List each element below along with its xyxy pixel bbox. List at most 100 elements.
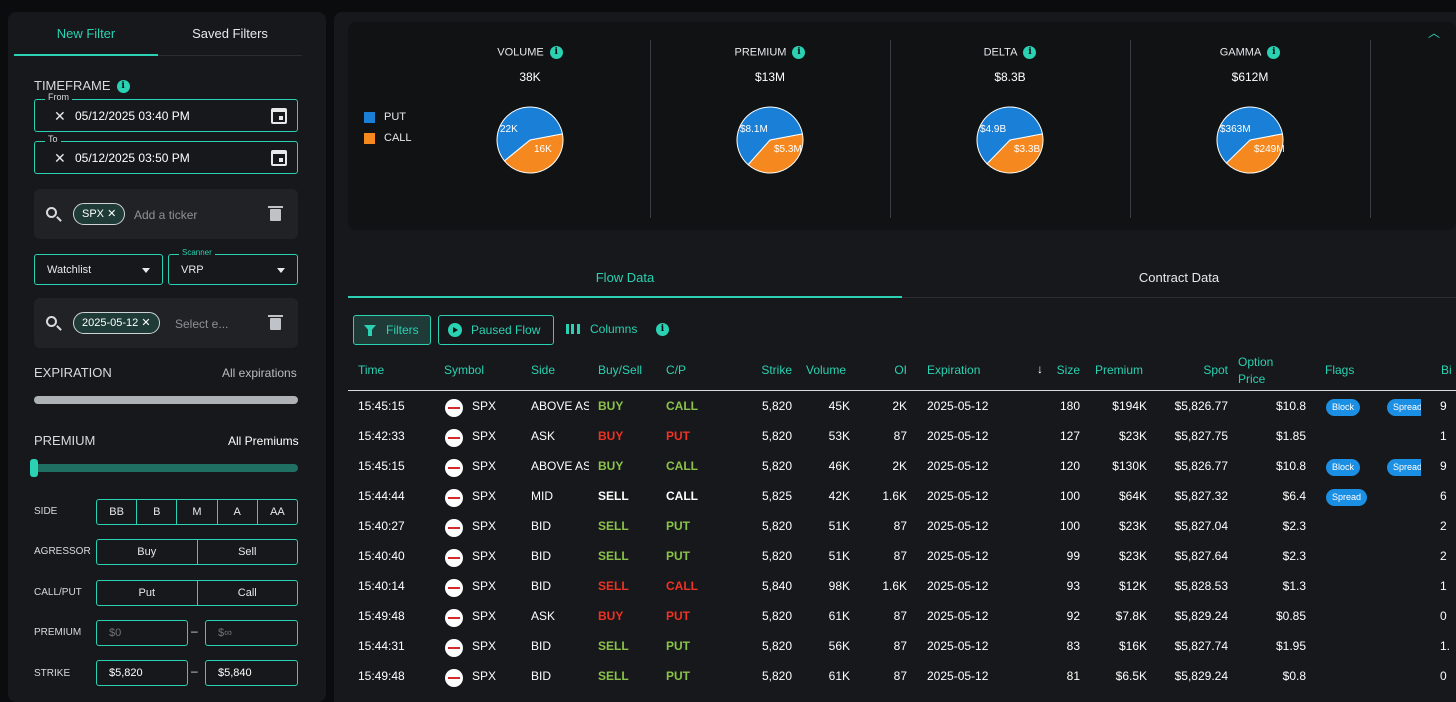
cell-time: 15:45:15 bbox=[358, 459, 405, 473]
cell-buy-sell: SELL bbox=[598, 639, 629, 653]
cell-symbol: SPX bbox=[472, 459, 497, 473]
premium-slider-handle[interactable] bbox=[30, 459, 38, 477]
column-header[interactable]: Flags bbox=[1325, 363, 1355, 377]
table-row[interactable]: 15:40:40 SPX BID SELL PUT 5,820 51K 87 2025-05-1… bbox=[348, 541, 1456, 571]
filters-label: Filters bbox=[386, 323, 419, 337]
column-header[interactable]: Spot bbox=[1203, 363, 1228, 377]
cell-symbol: SPX bbox=[472, 669, 497, 683]
filters-button[interactable]: Filters bbox=[353, 315, 431, 345]
table-row[interactable]: 15:49:48 SPX BID SELL PUT 5,820 61K 87 2025-05-1… bbox=[348, 661, 1456, 691]
table-row[interactable]: 15:40:14 SPX BID SELL CALL 5,840 98K 1.6K 2025-0… bbox=[348, 571, 1456, 601]
table-row[interactable]: 15:44:44 SPX MID SELL CALL 5,825 42K 1.6K 2025-0… bbox=[348, 481, 1456, 511]
strike-min-input[interactable]: $5,820 bbox=[96, 660, 188, 686]
side-option-m[interactable]: M bbox=[177, 500, 218, 524]
clear-icon[interactable]: ✕ bbox=[54, 108, 66, 124]
strike-max-input[interactable]: $5,840 bbox=[205, 660, 298, 686]
premium-slider[interactable] bbox=[34, 464, 298, 472]
callput-call[interactable]: Call bbox=[237, 587, 257, 599]
cell-buy-sell: BUY bbox=[598, 429, 624, 443]
tab-new-filter[interactable]: New Filter bbox=[14, 12, 158, 56]
side-option-b[interactable]: B bbox=[137, 500, 178, 524]
column-header[interactable]: Side bbox=[531, 363, 556, 377]
info-icon[interactable]: i bbox=[656, 323, 669, 336]
sort-arrow-icon[interactable]: ↓ bbox=[1037, 362, 1043, 376]
pie-label-call: $5.3M bbox=[774, 144, 802, 155]
table-row[interactable]: 15:45:15 SPX ABOVE ASK BUY CALL 5,820 46K 2K 202… bbox=[348, 451, 1456, 481]
cell-oi: 87 bbox=[893, 549, 907, 563]
column-header[interactable]: Bi bbox=[1441, 363, 1452, 377]
table-row[interactable]: 15:49:48 SPX ASK BUY PUT 5,820 61K 87 2025-05-12… bbox=[348, 601, 1456, 631]
cell-oi: 1.6K bbox=[882, 579, 907, 593]
scanner-select[interactable]: Scanner VRP bbox=[168, 248, 298, 285]
expiration-slider[interactable] bbox=[34, 396, 298, 404]
premium-max-input[interactable]: $∞ bbox=[205, 620, 298, 646]
tab-saved-filters[interactable]: Saved Filters bbox=[158, 12, 302, 56]
from-date-field[interactable]: From ✕ 05/12/2025 03:40 PM bbox=[34, 92, 298, 132]
watchlist-select[interactable]: Watchlist bbox=[34, 254, 163, 285]
info-icon[interactable]: i bbox=[116, 80, 130, 94]
premium-min-input[interactable]: $0 bbox=[96, 620, 188, 646]
expiration-label: EXPIRATION bbox=[34, 365, 112, 380]
cell-expiration: 2025-05-12 bbox=[927, 519, 989, 533]
table-row[interactable]: 15:44:31 SPX BID SELL PUT 5,820 56K 87 2025-05-1… bbox=[348, 631, 1456, 661]
divider bbox=[890, 40, 891, 218]
info-icon[interactable]: i bbox=[549, 46, 563, 59]
cell-bid: 1. bbox=[1440, 639, 1451, 653]
date-chip[interactable]: 2025-05-12 ✕ bbox=[73, 312, 160, 334]
sp500-logo-icon bbox=[445, 519, 463, 537]
cell-option-price: $1.95 bbox=[1275, 639, 1306, 653]
table-row[interactable]: 15:40:27 SPX BID SELL PUT 5,820 51K 87 2025-05-1… bbox=[348, 511, 1456, 541]
column-header[interactable]: Option Price bbox=[1238, 355, 1274, 386]
column-header[interactable]: Size bbox=[1056, 363, 1080, 377]
info-icon[interactable]: i bbox=[1267, 46, 1281, 59]
cell-bid: 2 bbox=[1440, 519, 1447, 533]
cell-premium: $194K bbox=[1112, 399, 1147, 413]
column-header[interactable]: Expiration bbox=[927, 363, 981, 377]
info-icon[interactable]: i bbox=[792, 46, 806, 59]
cell-option-price: $6.4 bbox=[1282, 489, 1306, 503]
ticker-chip[interactable]: SPX ✕ bbox=[73, 203, 126, 225]
cell-strike: 5,820 bbox=[761, 399, 792, 413]
tab-flow-data[interactable]: Flow Data bbox=[348, 258, 902, 298]
cell-side: ABOVE ASK bbox=[531, 399, 589, 413]
agressor-buy[interactable]: Buy bbox=[97, 540, 198, 564]
column-header[interactable]: Time bbox=[358, 363, 385, 377]
collapse-chevron-icon[interactable]: ︿ bbox=[1428, 26, 1441, 40]
sp500-logo-icon bbox=[445, 459, 463, 477]
table-row[interactable]: 15:45:15 SPX ABOVE ASK BUY CALL 5,820 45K 2K 202… bbox=[348, 391, 1456, 421]
trash-icon[interactable] bbox=[268, 206, 283, 221]
column-header[interactable]: Buy/Sell bbox=[598, 363, 643, 377]
to-date-field[interactable]: To ✕ 05/12/2025 03:50 PM bbox=[34, 134, 298, 174]
side-option-a[interactable]: A bbox=[218, 500, 258, 524]
legend-call-label: CALL bbox=[384, 132, 412, 144]
column-header[interactable]: Symbol bbox=[444, 363, 485, 377]
table-row[interactable]: 15:42:33 SPX ASK BUY PUT 5,820 53K 87 2025-05-12… bbox=[348, 421, 1456, 451]
pie-slice-call bbox=[503, 133, 564, 174]
stat-value: 38K bbox=[519, 70, 541, 84]
agressor-sell[interactable]: Sell bbox=[238, 546, 257, 558]
ticker-input[interactable]: Add a ticker bbox=[134, 208, 198, 222]
calendar-icon[interactable] bbox=[271, 108, 287, 124]
expiration-input[interactable]: Select e... bbox=[175, 317, 229, 331]
cell-symbol: SPX bbox=[472, 579, 497, 593]
side-option-aa[interactable]: AA bbox=[270, 506, 285, 518]
column-header[interactable]: C/P bbox=[666, 363, 687, 377]
column-header[interactable]: Volume bbox=[806, 363, 847, 377]
calendar-icon[interactable] bbox=[271, 150, 287, 166]
column-header[interactable]: OI bbox=[894, 363, 907, 377]
tab-contract-data[interactable]: Contract Data bbox=[902, 258, 1456, 298]
callput-put[interactable]: Put bbox=[97, 581, 198, 605]
flag-badge: Spread bbox=[1387, 459, 1421, 476]
column-header[interactable]: Strike bbox=[761, 363, 792, 377]
column-header[interactable]: Premium bbox=[1095, 363, 1144, 377]
paused-flow-button[interactable]: Paused Flow bbox=[438, 315, 554, 345]
info-icon[interactable]: i bbox=[1023, 46, 1037, 59]
premium-value: All Premiums bbox=[228, 434, 299, 448]
cell-size: 99 bbox=[1066, 549, 1080, 563]
cell-premium: $7.8K bbox=[1115, 609, 1147, 623]
cell-spot: $5,827.75 bbox=[1174, 429, 1228, 443]
clear-icon[interactable]: ✕ bbox=[54, 150, 66, 166]
pie-slice-call bbox=[986, 133, 1044, 174]
trash-icon[interactable] bbox=[268, 315, 283, 330]
side-option-bb[interactable]: BB bbox=[97, 500, 138, 524]
